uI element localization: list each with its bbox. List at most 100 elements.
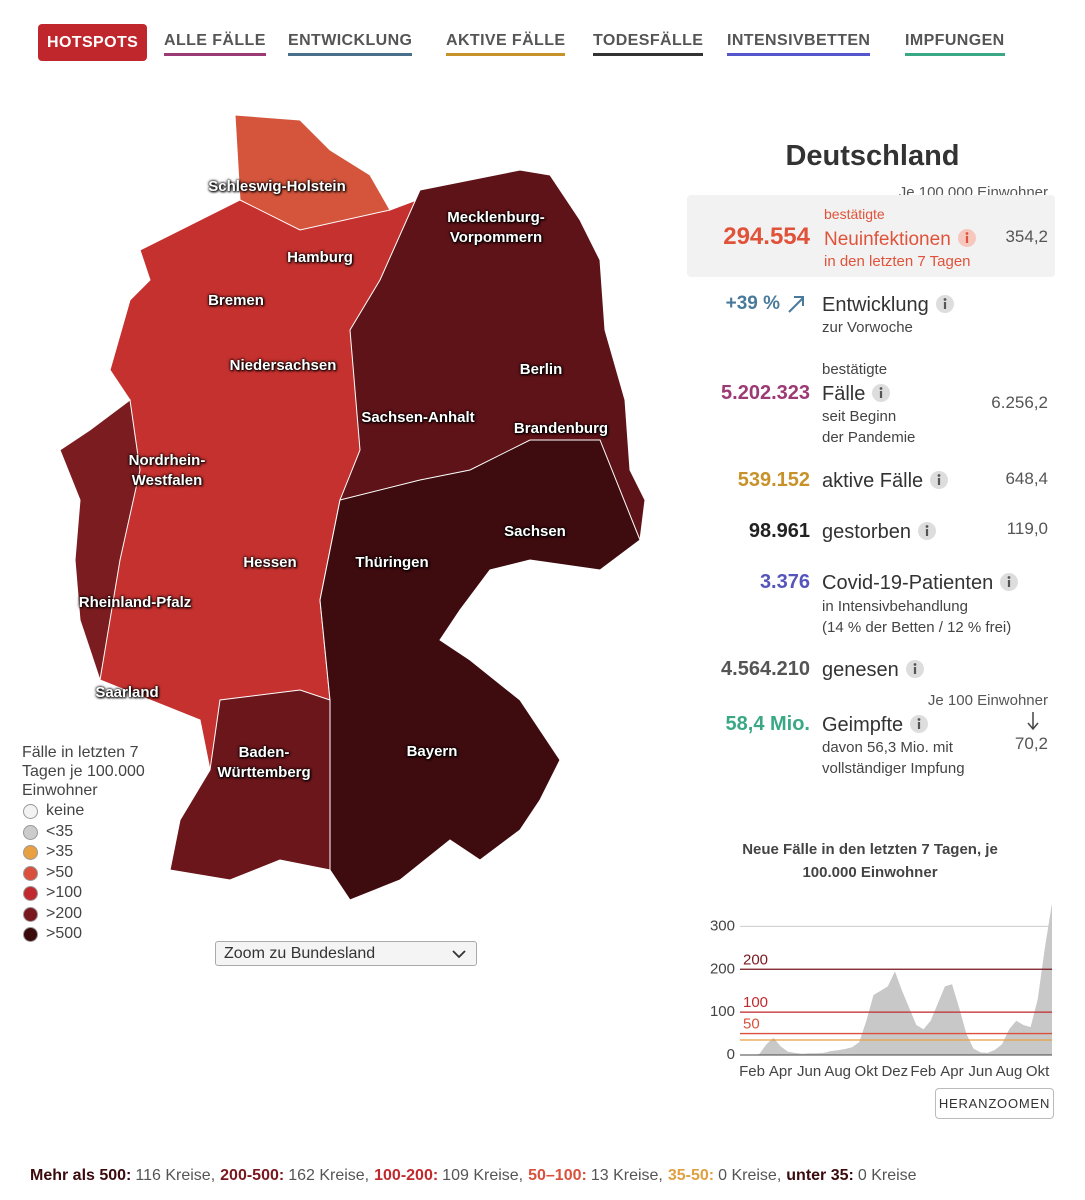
info-stem — [913, 667, 916, 674]
info-glyph — [1000, 573, 1019, 591]
footer-label: 100-200: — [374, 1167, 439, 1184]
x-tick-label: Okt — [855, 1063, 879, 1080]
panel-title: Deutschland — [785, 140, 960, 172]
footer-label: 50–100: — [528, 1167, 587, 1184]
info-icon[interactable] — [905, 659, 925, 679]
state-label: Berlin — [519, 361, 563, 378]
info-icon[interactable] — [957, 228, 977, 248]
info-dot — [879, 387, 883, 390]
y-tick-label: 300 — [710, 917, 735, 934]
y-tick-label: 100 — [710, 1003, 735, 1020]
info-icon[interactable] — [917, 521, 937, 541]
stat-value: 4.564.210 — [721, 658, 810, 680]
info-glyph — [935, 295, 954, 313]
info-dot — [937, 474, 941, 477]
footer-label: 35-50: — [667, 1167, 715, 1184]
x-tick-label: Jun — [797, 1063, 821, 1080]
state-label: Nordrhein-Westfalen — [128, 452, 206, 489]
info-icon[interactable] — [999, 572, 1019, 592]
state-label: Hamburg — [287, 249, 353, 266]
legend-label: >35 — [46, 843, 74, 860]
info-icon[interactable] — [871, 383, 891, 403]
stat-value: +39 % — [725, 293, 780, 314]
stat-label: Neuinfektionen — [824, 228, 977, 249]
info-dot — [917, 718, 921, 721]
x-tick-label: Okt — [1026, 1063, 1050, 1080]
stat-sub: zur Vorwoche — [822, 319, 913, 336]
footer-label: Mehr als 500: — [30, 1167, 132, 1184]
stat-per: 70,2 — [1014, 734, 1048, 753]
x-tick-label: Apr — [769, 1063, 792, 1080]
x-tick-label: Apr — [940, 1063, 963, 1080]
germany-map — [59, 114, 646, 901]
legend-label: >50 — [46, 863, 74, 881]
tab-hotspots[interactable]: HOTSPOTS — [38, 24, 148, 61]
trend-arrow-head — [794, 296, 804, 306]
tab[interactable]: ALLE FÄLLE — [164, 33, 266, 56]
legend-label: >500 — [46, 925, 83, 942]
zoom-select[interactable]: Zoom zu Bundesland — [215, 941, 477, 966]
stat-label: gestorben — [822, 521, 937, 542]
stat-label-text: aktive Fälle — [822, 470, 924, 492]
tab[interactable]: ENTWICKLUNG — [288, 33, 413, 56]
legend-label: keine — [46, 802, 85, 819]
state-label: Brandenburg — [513, 420, 609, 437]
info-glyph — [905, 660, 924, 678]
stat-label-text: gestorben — [822, 521, 911, 543]
info-stem — [918, 722, 921, 729]
legend-title: Fälle in letzten 7 Tagen je 100.000 Einw… — [22, 744, 145, 799]
info-icon[interactable] — [909, 714, 929, 734]
footer-count: 0 Kreise, — [718, 1167, 782, 1184]
x-tick-label: Jun — [968, 1063, 992, 1080]
tab[interactable]: AKTIVE FÄLLE — [446, 33, 566, 56]
stat-label-text: genesen — [822, 659, 899, 681]
info-stem — [880, 391, 883, 398]
stat-per: 648,4 — [1005, 469, 1048, 488]
state-label: Bayern — [406, 743, 458, 760]
info-dot — [1007, 576, 1011, 579]
reference-label: 100 — [743, 994, 768, 1011]
map-region-southeast — [319, 439, 641, 901]
trend-arrow — [788, 297, 804, 313]
x-tick-label: Aug — [996, 1063, 1023, 1080]
state-label: Sachsen-Anhalt — [361, 409, 475, 426]
stat-label-text: Geimpfte — [822, 714, 904, 736]
stat-pre: bestätigte — [824, 206, 885, 222]
tab[interactable]: IMPFUNGEN — [905, 33, 1005, 56]
tab[interactable]: TODESFÄLLE — [593, 33, 704, 56]
footer-count: 109 Kreise, — [442, 1167, 524, 1184]
legend-swatch — [23, 886, 38, 901]
info-icon[interactable] — [935, 294, 955, 314]
info-icon[interactable] — [929, 470, 949, 490]
info-stem — [965, 236, 968, 243]
x-tick-label: Feb — [910, 1063, 936, 1080]
footer-count: 0 Kreise — [857, 1167, 917, 1184]
state-label: Hessen — [243, 554, 297, 571]
tab[interactable]: INTENSIVBETTEN — [727, 33, 871, 56]
info-dot — [965, 232, 969, 235]
stat-label: Entwicklung — [822, 294, 955, 315]
info-glyph — [917, 522, 936, 540]
footer-count: 162 Kreise, — [288, 1167, 370, 1184]
legend-label: >200 — [46, 904, 83, 922]
reference-label: 50 — [743, 1016, 760, 1033]
info-stem — [938, 478, 941, 485]
state-label: Sachsen — [504, 523, 566, 540]
stat-value: 294.554 — [723, 223, 810, 250]
stat-label: genesen — [822, 659, 925, 680]
stat-label: Fälle — [822, 383, 891, 404]
x-tick-label: Aug — [824, 1063, 851, 1080]
map-region-west-dark — [59, 399, 141, 681]
stat-label: Covid-19-Patienten — [822, 572, 1019, 593]
stat-label-text: Entwicklung — [822, 294, 929, 316]
state-label: Niedersachsen — [229, 357, 337, 374]
stat-value: 98.961 — [748, 520, 810, 542]
footer-count: 116 Kreise, — [135, 1167, 216, 1184]
stat-label-text: Neuinfektionen — [824, 229, 951, 250]
legend-swatch — [23, 906, 38, 922]
state-label: Thüringen — [355, 554, 429, 571]
zoom-button[interactable]: HERANZOOMEN — [935, 1088, 1054, 1119]
stat-label: Geimpfte — [822, 714, 929, 735]
stat-sub: (14 % der Betten / 12 % frei) — [822, 619, 1012, 636]
